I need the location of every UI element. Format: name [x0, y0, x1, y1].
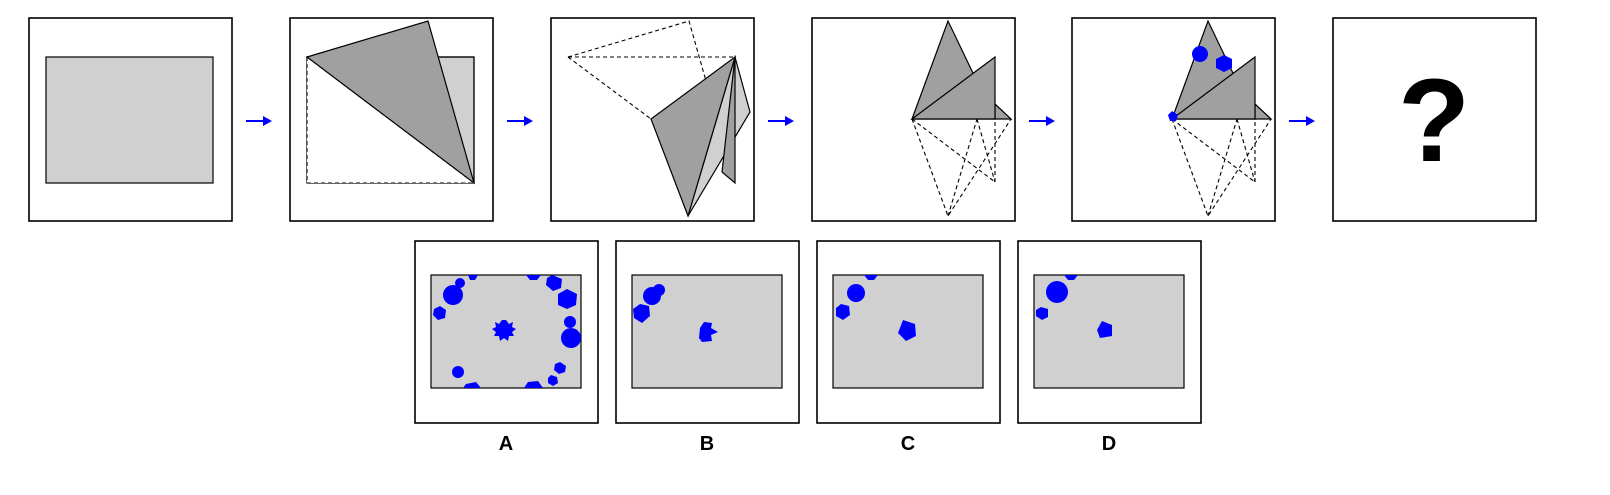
punched-hole [633, 304, 650, 323]
punched-hole [468, 275, 478, 280]
step-1-panel [28, 17, 233, 222]
punched-hole [1216, 55, 1232, 72]
punched-hole [558, 289, 577, 309]
option-label: B [700, 433, 714, 455]
punched-hole [564, 316, 576, 328]
option-label: C [901, 433, 915, 455]
punched-hole [653, 284, 665, 296]
step-3-panel [550, 17, 755, 222]
punched-hole [463, 382, 481, 388]
punched-hole [554, 362, 566, 374]
arrow-icon [507, 116, 533, 126]
punched-hole [898, 320, 916, 341]
punched-hole [492, 320, 516, 341]
option-b[interactable]: B [615, 240, 800, 455]
arrow-icon [246, 116, 272, 126]
folded-flap [1170, 55, 1256, 120]
option-label: D [1102, 433, 1116, 455]
arrow-icon [1289, 116, 1315, 126]
punched-hole [433, 306, 446, 320]
punched-hole [1064, 275, 1078, 280]
question-mark: ? [1398, 55, 1470, 187]
step-5-panel [1071, 17, 1276, 222]
punched-hole [864, 275, 878, 280]
punched-hole [546, 275, 562, 291]
punched-hole [699, 322, 718, 342]
folded-flap [305, 20, 476, 185]
step-2-panel [289, 17, 494, 222]
punched-hole [1097, 321, 1112, 338]
folded-flap [650, 55, 737, 218]
punched-hole [847, 284, 865, 302]
option-d[interactable]: D [1017, 240, 1202, 455]
option-c[interactable]: C [816, 240, 1001, 455]
question-panel: ? [1332, 17, 1537, 222]
folded-flap [910, 55, 996, 120]
punched-hole [443, 285, 463, 305]
punched-hole [1192, 46, 1208, 62]
punched-hole [526, 275, 541, 280]
step-4-panel [811, 17, 1016, 222]
option-a[interactable]: A [414, 240, 599, 455]
punched-hole [1168, 111, 1178, 121]
punched-hole [524, 381, 543, 388]
punched-hole [548, 375, 558, 386]
paper-sheet [45, 56, 214, 184]
arrow-icon [1029, 116, 1055, 126]
punched-hole [1036, 307, 1048, 320]
punched-hole [561, 328, 581, 348]
arrow-icon [768, 116, 794, 126]
option-label: A [499, 433, 513, 455]
punched-hole [836, 304, 850, 320]
punched-hole [452, 366, 464, 378]
punched-hole [455, 278, 465, 288]
punched-hole [1046, 281, 1068, 303]
